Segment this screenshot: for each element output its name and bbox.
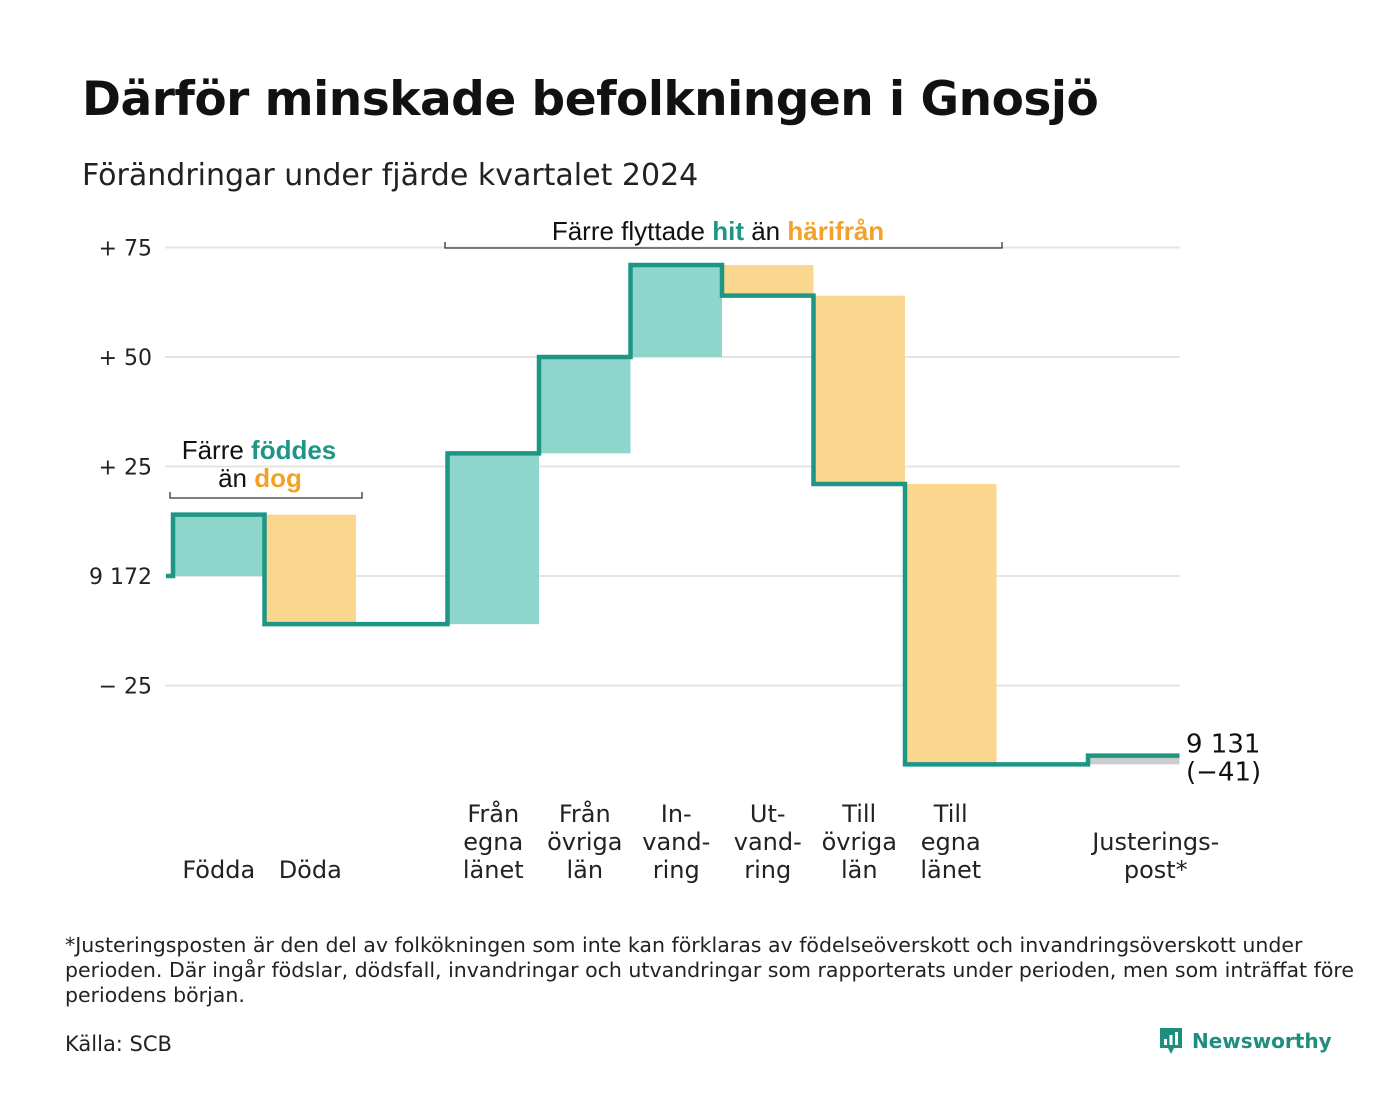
y-tick-label: + 25 xyxy=(99,456,152,481)
bar-invandring xyxy=(630,265,722,357)
y-tick-label: + 75 xyxy=(99,237,152,262)
bar-frånövrigalän xyxy=(539,357,631,454)
bar-utvandring xyxy=(722,265,814,296)
category-label: Ut-vand-ring xyxy=(734,800,802,884)
brand-logo: Newsworthy xyxy=(1158,1026,1332,1056)
bar-frånegnalänet xyxy=(447,453,539,625)
bar-döda xyxy=(264,514,356,625)
end-change-label: (−41) xyxy=(1186,758,1261,788)
bar-tillövrigalän xyxy=(813,295,905,485)
bar-tillegnalänet xyxy=(905,484,997,765)
migration-bracket xyxy=(444,242,1003,249)
y-tick-label: + 50 xyxy=(99,346,152,371)
births-bracket xyxy=(169,492,363,499)
y-tick-label: 9 172 xyxy=(89,565,152,590)
category-label: Justerings-post* xyxy=(1090,828,1219,884)
category-label: Till övriga län xyxy=(822,800,897,884)
births-annotation-line2: än dog xyxy=(218,463,302,493)
bars-group xyxy=(173,265,1180,765)
source-note: Källa: SCB xyxy=(65,1032,172,1056)
bar-justeringspost xyxy=(1088,755,1180,765)
y-tick-label: − 25 xyxy=(99,675,152,700)
bar-födda xyxy=(173,514,265,576)
category-label: Döda xyxy=(279,856,342,884)
births-annotation-line1: Färre föddes xyxy=(182,435,337,465)
brand-name: Newsworthy xyxy=(1192,1029,1332,1053)
waterfall-chart: + 75 + 50 + 25 9 172 − 25 Födda Döda Från egna lä… xyxy=(89,216,1261,884)
chart-title: Därför minskade befolkningen i Gnosjö xyxy=(82,72,1099,127)
category-label: Från övriga län xyxy=(547,799,622,884)
cumulative-step-line xyxy=(166,262,1180,767)
category-label: In-vand-ring xyxy=(642,800,710,884)
category-label: Till egna länet xyxy=(920,800,981,884)
chart-subtitle: Förändringar under fjärde kvartalet 2024 xyxy=(82,158,699,193)
category-label: Från egna länet xyxy=(463,799,524,884)
footnote: *Justeringsposten är den del av folkökni… xyxy=(65,933,1354,1007)
category-label: Födda xyxy=(182,856,255,884)
newsworthy-logo-icon xyxy=(1160,1028,1182,1054)
migration-annotation: Färre flyttade hit än härifrån xyxy=(552,216,884,246)
end-value-label: 9 131 xyxy=(1186,730,1260,760)
